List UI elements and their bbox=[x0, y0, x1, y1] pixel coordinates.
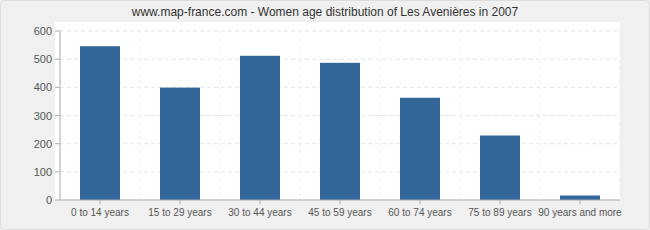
y-tick bbox=[55, 115, 60, 116]
background bbox=[1, 1, 650, 230]
y-tick-label: 0 bbox=[46, 194, 52, 206]
x-tick bbox=[500, 200, 501, 204]
y-tick bbox=[55, 200, 60, 201]
y-tick bbox=[55, 31, 60, 32]
y-tick-label: 100 bbox=[34, 166, 52, 178]
x-tick-label: 15 to 29 years bbox=[148, 207, 211, 218]
x-tick-label: 75 to 89 years bbox=[468, 207, 531, 218]
bar bbox=[480, 135, 520, 200]
y-tick-label: 300 bbox=[34, 110, 52, 122]
x-tick-label: 45 to 59 years bbox=[308, 207, 371, 218]
x-tick bbox=[420, 200, 421, 204]
grid-line-vertical bbox=[300, 31, 301, 200]
y-tick-label: 500 bbox=[34, 53, 52, 65]
x-tick bbox=[100, 200, 101, 204]
bar bbox=[160, 88, 200, 200]
y-tick-label: 600 bbox=[34, 25, 52, 37]
y-tick bbox=[55, 171, 60, 172]
bar bbox=[80, 46, 120, 200]
grid-line-vertical bbox=[380, 31, 381, 200]
plot-background bbox=[55, 22, 620, 200]
x-tick-label: 0 to 14 years bbox=[71, 207, 129, 218]
y-tick bbox=[55, 59, 60, 60]
grid-line-vertical bbox=[140, 31, 141, 200]
chart-svg: www.map-france.com - Women age distribut… bbox=[0, 0, 650, 230]
bar bbox=[560, 195, 600, 200]
grid-line-vertical bbox=[620, 31, 621, 200]
y-axis bbox=[60, 31, 61, 200]
grid-line bbox=[60, 31, 620, 32]
x-tick-label: 30 to 44 years bbox=[228, 207, 291, 218]
x-tick bbox=[340, 200, 341, 204]
bar bbox=[240, 56, 280, 200]
bar bbox=[400, 98, 440, 200]
x-tick-label: 90 years and more bbox=[538, 207, 622, 218]
x-tick bbox=[580, 200, 581, 204]
grid-line-vertical bbox=[220, 31, 221, 200]
grid-line-vertical bbox=[60, 31, 61, 200]
y-tick-label: 200 bbox=[34, 138, 52, 150]
title: www.map-france.com - Women age distribut… bbox=[131, 5, 519, 19]
y-tick bbox=[55, 143, 60, 144]
bar bbox=[320, 63, 360, 200]
y-tick bbox=[55, 87, 60, 88]
y-tick-label: 400 bbox=[34, 81, 52, 93]
x-tick bbox=[180, 200, 181, 204]
grid-line-vertical bbox=[540, 31, 541, 200]
chart-container: www.map-france.com - Women age distribut… bbox=[0, 0, 650, 230]
x-tick-label: 60 to 74 years bbox=[388, 207, 451, 218]
grid-line-vertical bbox=[460, 31, 461, 200]
x-tick bbox=[260, 200, 261, 204]
grid-line bbox=[60, 59, 620, 60]
bars bbox=[80, 46, 600, 200]
